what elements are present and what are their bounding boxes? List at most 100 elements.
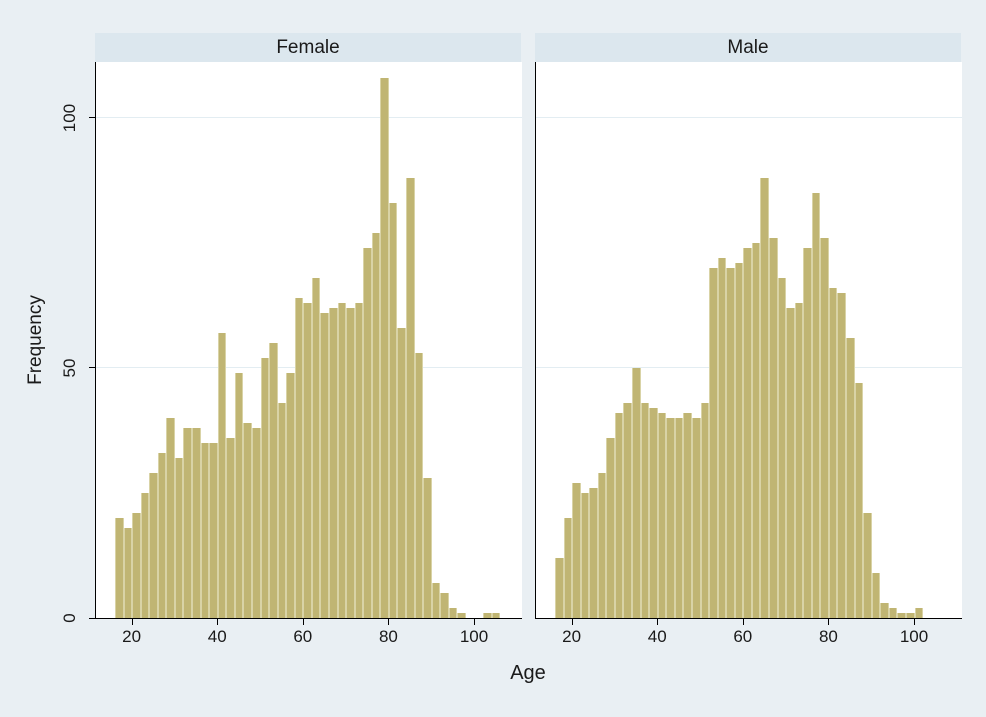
y-tick-label-100: 100 [60, 103, 79, 133]
x-tick-label-female-60: 60 [293, 627, 313, 646]
bar-male-age-54 [717, 258, 727, 618]
bar-female-age-84 [406, 178, 415, 618]
bar-male-age-94 [888, 608, 898, 618]
bar-female-age-50 [260, 358, 270, 618]
bar-male-age-16 [555, 558, 564, 618]
bar-female-age-56 [286, 373, 295, 618]
bar-male-age-34 [632, 368, 641, 618]
bar-male-age-42 [666, 418, 675, 618]
bar-male-age-82 [837, 293, 847, 618]
bar-male-age-66 [769, 238, 778, 618]
bar-male-age-56 [726, 268, 735, 618]
bar-male-age-74 [803, 248, 812, 618]
bar-male-age-20 [572, 483, 581, 618]
x-tick-label-male-20: 20 [562, 627, 582, 646]
x-tick-mark-female-60 [302, 619, 304, 625]
x-tick-mark-male-20 [571, 619, 573, 625]
bar-female-age-22 [140, 493, 150, 618]
bar-male-age-64 [760, 178, 769, 618]
bar-female-age-30 [174, 458, 184, 618]
bar-male-age-80 [828, 288, 838, 618]
bar-male-age-30 [614, 413, 624, 618]
y-tick-mark-0 [89, 618, 95, 619]
bar-female-age-46 [243, 423, 252, 618]
x-tick-mark-male-80 [828, 619, 830, 625]
bar-male-age-70 [786, 308, 795, 618]
bar-male-age-96 [897, 613, 906, 618]
bar-male-age-24 [589, 488, 598, 618]
bar-male-age-52 [709, 268, 718, 618]
bar-female-age-54 [277, 403, 287, 618]
bar-male-age-60 [743, 248, 752, 618]
bar-male-age-38 [649, 408, 658, 618]
bar-male-age-36 [640, 403, 650, 618]
bar-female-age-16 [115, 518, 124, 618]
x-tick-mark-female-80 [388, 619, 390, 625]
bar-male-age-62 [751, 243, 761, 618]
gridline-y-100 [96, 117, 522, 118]
bar-male-age-90 [871, 573, 881, 618]
bar-female-age-72 [354, 303, 364, 618]
bar-male-age-18 [563, 518, 573, 618]
y-axis-title: Frequency [25, 295, 46, 385]
bar-male-age-78 [820, 238, 829, 618]
panel-male: Male [535, 33, 962, 619]
bar-female-age-26 [157, 453, 167, 618]
plot-area-male [535, 62, 962, 619]
bar-female-age-62 [311, 278, 321, 618]
x-tick-mark-female-20 [131, 619, 133, 625]
bar-male-age-32 [623, 403, 633, 618]
bar-female-age-20 [132, 513, 141, 618]
bar-female-age-36 [200, 443, 210, 618]
bar-female-age-78 [380, 78, 389, 618]
bar-female-age-18 [123, 528, 133, 618]
bar-female-age-60 [303, 303, 312, 618]
bar-female-age-24 [149, 473, 158, 618]
x-axis-title: Age [510, 662, 546, 684]
bar-female-age-74 [363, 248, 372, 618]
bar-female-age-32 [183, 428, 193, 618]
y-tick-mark-50 [89, 367, 95, 368]
bar-male-age-86 [854, 383, 864, 618]
x-tick-label-female-100: 100 [459, 627, 489, 646]
bar-female-age-68 [337, 303, 347, 618]
x-tick-label-female-20: 20 [122, 627, 142, 646]
bar-female-age-90 [431, 583, 441, 618]
y-tick-mark-100 [89, 117, 95, 118]
bar-female-age-48 [251, 428, 261, 618]
x-tick-label-female-80: 80 [378, 627, 398, 646]
bar-male-age-50 [700, 403, 710, 618]
panel-title-male: Male [535, 33, 961, 62]
panel-female: Female [95, 33, 522, 619]
bar-female-age-86 [414, 353, 424, 618]
x-tick-mark-female-40 [217, 619, 219, 625]
bar-male-age-72 [794, 303, 804, 618]
bar-female-age-94 [448, 608, 458, 618]
bar-male-age-22 [580, 493, 590, 618]
x-tick-mark-female-100 [474, 619, 476, 625]
bar-female-age-92 [440, 593, 449, 618]
x-tick-mark-male-60 [742, 619, 744, 625]
bar-male-age-100 [914, 608, 924, 618]
bar-female-age-28 [166, 418, 175, 618]
bar-male-age-68 [777, 278, 787, 618]
y-tick-label-50: 50 [60, 358, 79, 378]
x-tick-mark-male-100 [914, 619, 916, 625]
bar-female-age-102 [483, 613, 492, 618]
bar-female-age-58 [294, 298, 304, 618]
bar-female-age-104 [491, 613, 501, 618]
bar-female-age-42 [226, 438, 235, 618]
x-tick-label-male-80: 80 [818, 627, 838, 646]
bar-female-age-40 [217, 333, 227, 618]
bar-male-age-26 [597, 473, 607, 618]
bar-male-age-76 [811, 193, 821, 618]
bar-male-age-84 [846, 338, 855, 618]
y-tick-label-0: 0 [60, 613, 79, 623]
bar-female-age-70 [346, 308, 355, 618]
bar-male-age-88 [863, 513, 872, 618]
x-tick-label-male-100: 100 [899, 627, 929, 646]
bar-male-age-28 [606, 438, 615, 618]
bar-male-age-48 [691, 418, 701, 618]
bar-female-age-76 [371, 233, 381, 618]
